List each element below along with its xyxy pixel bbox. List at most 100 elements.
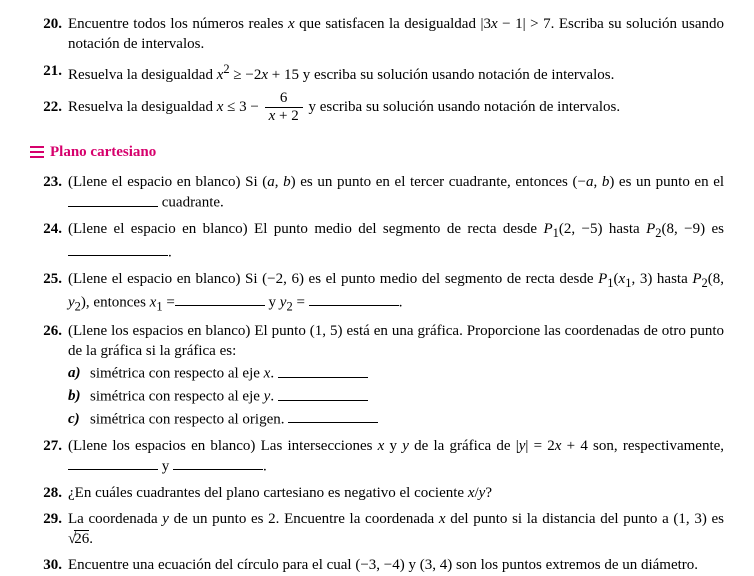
text: = (293, 294, 309, 310)
radicand: 26 (74, 530, 89, 547)
text: hasta (602, 221, 646, 237)
text: | = 2 (525, 438, 554, 454)
text: simétrica con respecto al eje (90, 366, 264, 382)
text: . (89, 531, 93, 547)
text: Resuelva la desigualdad (68, 67, 217, 83)
text: + 2 (275, 108, 298, 124)
var-a: a (267, 174, 275, 190)
problem-body: (Llene el espacio en blanco) Si (a, b) e… (68, 172, 724, 213)
problem-body: La coordenada y de un punto es 2. Encuen… (68, 509, 724, 550)
subitem-c: c) simétrica con respecto al origen. (68, 409, 724, 430)
text: (Llene el espacio en blanco) Si ( (68, 174, 267, 190)
text: (Llene los espacios en blanco) El punto … (68, 323, 724, 359)
fill-blank[interactable] (278, 363, 368, 378)
fraction: 6x + 2 (265, 91, 303, 124)
text: (Llene los espacios en blanco) Las inter… (68, 438, 378, 454)
text: La coordenada (68, 511, 162, 527)
text: , entonces (86, 294, 150, 310)
problem-23: 23. (Llene el espacio en blanco) Si (a, … (30, 172, 724, 213)
sub-body: simétrica con respecto al origen. (90, 409, 378, 430)
problem-body: Resuelva la desigualdad x ≤ 3 − 6x + 2 y… (68, 91, 724, 124)
text: de un punto es 2. Encuentre la coordenad… (169, 511, 439, 527)
var-x: x (261, 67, 268, 83)
text: . (168, 244, 172, 260)
problem-number: 28. (30, 483, 68, 503)
text: . (270, 389, 278, 405)
var-b: b (283, 174, 291, 190)
text: ? (485, 485, 492, 501)
fill-blank[interactable] (68, 456, 158, 471)
var-y: y (162, 511, 169, 527)
sub-label: a) (68, 363, 90, 384)
sub-body: simétrica con respecto al eje y. (90, 386, 368, 407)
fill-blank[interactable] (175, 292, 265, 307)
text: y (384, 438, 402, 454)
text: que satisfacen la desigualdad |3 (295, 16, 491, 32)
coords: (8, −9) (662, 221, 706, 237)
problem-number: 20. (30, 14, 68, 55)
problem-number: 21. (30, 61, 68, 85)
var-P: P (598, 271, 607, 287)
fill-blank[interactable] (278, 386, 368, 401)
fill-blank[interactable] (309, 292, 399, 307)
fill-blank[interactable] (68, 192, 158, 207)
fill-blank[interactable] (68, 242, 168, 257)
text: ¿En cuáles cuadrantes del plano cartesia… (68, 485, 468, 501)
text: ≤ 3 − (223, 99, 262, 115)
problem-number: 24. (30, 219, 68, 263)
text: . (399, 294, 403, 310)
var-x: x (439, 511, 446, 527)
problem-24: 24. (Llene el espacio en blanco) El punt… (30, 219, 724, 263)
problem-number: 27. (30, 436, 68, 477)
text: , (275, 174, 283, 190)
text: (Llene el espacio en blanco) El punto me… (68, 221, 543, 237)
problem-body: (Llene el espacio en blanco) Si (−2, 6) … (68, 269, 724, 315)
problem-27: 27. (Llene los espacios en blanco) Las i… (30, 436, 724, 477)
problem-number: 29. (30, 509, 68, 550)
problem-body: (Llene los espacios en blanco) El punto … (68, 321, 724, 430)
text: , 3) (631, 271, 652, 287)
sub-label: b) (68, 386, 90, 407)
text: y (158, 458, 173, 474)
problem-body: (Llene el espacio en blanco) El punto me… (68, 219, 724, 263)
fill-blank[interactable] (288, 409, 378, 424)
problem-number: 22. (30, 97, 68, 117)
var-y: y (68, 294, 75, 310)
problem-body: (Llene los espacios en blanco) Las inter… (68, 436, 724, 477)
var-x: x (468, 485, 475, 501)
var-P: P (646, 221, 655, 237)
fraction-top: 6 (265, 91, 303, 107)
var-x: x (288, 16, 295, 32)
text: (8, (708, 271, 724, 287)
text: y (265, 294, 280, 310)
var-P: P (543, 221, 552, 237)
text: + 4 son, respectivamente, (561, 438, 724, 454)
coords: (2, −5) (559, 221, 603, 237)
text: ≥ −2 (230, 67, 262, 83)
problem-number: 26. (30, 321, 68, 430)
problem-body: Encuentre todos los números reales x que… (68, 14, 724, 55)
text: simétrica con respecto al origen. (90, 411, 288, 427)
text: Encuentre todos los números reales (68, 16, 288, 32)
problem-number: 25. (30, 269, 68, 315)
text: de la gráfica de | (409, 438, 519, 454)
section-title: Plano cartesiano (50, 142, 156, 162)
text: (Llene el espacio en blanco) Si (−2, 6) … (68, 271, 598, 287)
problem-25: 25. (Llene el espacio en blanco) Si (−2,… (30, 269, 724, 315)
text: , (593, 174, 601, 190)
problem-26: 26. (Llene los espacios en blanco) El pu… (30, 321, 724, 430)
text: Encuentre una ecuación del círculo para … (68, 557, 698, 573)
text: = (163, 294, 175, 310)
sub-label: c) (68, 409, 90, 430)
sub-body: simétrica con respecto al eje x. (90, 363, 368, 384)
fill-blank[interactable] (173, 456, 263, 471)
problem-21: 21. Resuelva la desigualdad x2 ≥ −2x + 1… (30, 61, 724, 85)
subitem-b: b) simétrica con respecto al eje y. (68, 386, 724, 407)
subitem-a: a) simétrica con respecto al eje x. (68, 363, 724, 384)
var-P: P (692, 271, 701, 287)
problem-29: 29. La coordenada y de un punto es 2. En… (30, 509, 724, 550)
text: + 15 y escriba su solución usando notaci… (268, 67, 614, 83)
var-y: y (402, 438, 409, 454)
text: es (705, 221, 724, 237)
text: . (270, 366, 278, 382)
